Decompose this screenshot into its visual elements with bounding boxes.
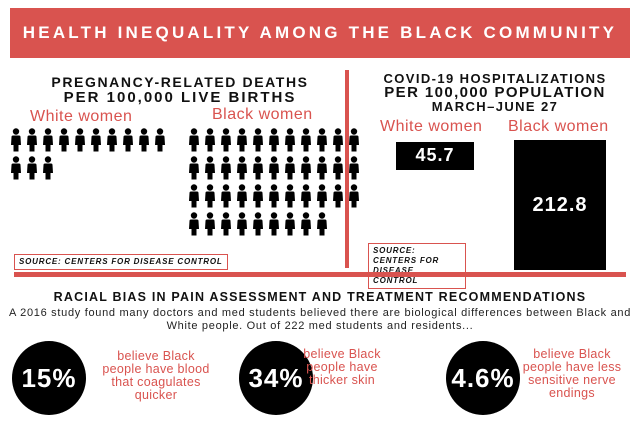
person-icon xyxy=(348,156,360,180)
person-icon xyxy=(58,128,70,152)
person-icon xyxy=(284,184,296,208)
person-icon xyxy=(300,128,312,152)
stat-value: 15% xyxy=(21,362,77,393)
person-icon xyxy=(268,156,280,180)
person-icon xyxy=(252,156,264,180)
person-icon xyxy=(220,128,232,152)
pregnancy-title: PREGNANCY-RELATED DEATHS PER 100,000 LIV… xyxy=(20,74,340,106)
person-icon xyxy=(42,156,54,180)
person-icon xyxy=(284,128,296,152)
person-icon xyxy=(332,128,344,152)
covid-title-line3: MARCH–JUNE 27 xyxy=(431,99,559,114)
person-icon xyxy=(90,128,102,152)
person-icon xyxy=(332,184,344,208)
covid-bar-white: 45.7 xyxy=(396,142,474,170)
person-icon xyxy=(252,212,264,236)
person-icon xyxy=(268,184,280,208)
stat-circle-nerve: 4.6% xyxy=(446,341,520,415)
person-icon xyxy=(74,128,86,152)
person-icon xyxy=(300,184,312,208)
pregnancy-source: SOURCE: CENTERS FOR DISEASE CONTROL xyxy=(14,254,228,270)
stat-value: 4.6% xyxy=(451,362,515,393)
header-banner: HEALTH INEQUALITY AMONG THE BLACK COMMUN… xyxy=(10,8,630,58)
person-icon xyxy=(252,128,264,152)
pregnancy-title-line2: PER 100,000 LIVE BIRTHS xyxy=(63,89,297,106)
person-icon xyxy=(316,128,328,152)
person-icon xyxy=(236,212,248,236)
stat-circle-coagulation: 15% xyxy=(12,341,86,415)
person-icon xyxy=(268,128,280,152)
black-women-icon-grid xyxy=(188,128,360,236)
person-icon xyxy=(188,212,200,236)
person-icon xyxy=(204,128,216,152)
horizontal-divider xyxy=(14,272,626,277)
person-icon xyxy=(284,212,296,236)
person-icon xyxy=(316,184,328,208)
covid-bar-black: 212.8 xyxy=(514,140,606,270)
person-icon xyxy=(106,128,118,152)
person-icon xyxy=(154,128,166,152)
person-icon xyxy=(348,128,360,152)
bias-intro: A 2016 study found many doctors and med … xyxy=(8,307,632,332)
person-icon xyxy=(26,128,38,152)
person-icon xyxy=(204,212,216,236)
covid-value-black: 212.8 xyxy=(532,193,588,216)
person-icon xyxy=(26,156,38,180)
covid-source: SOURCE: CENTERS FOR DISEASE CONTROL xyxy=(368,243,466,289)
white-women-icon-grid xyxy=(10,128,166,180)
person-icon xyxy=(122,128,134,152)
pregnancy-black-label: Black women xyxy=(212,106,313,123)
person-icon xyxy=(138,128,150,152)
person-icon xyxy=(220,184,232,208)
person-icon xyxy=(300,212,312,236)
person-icon xyxy=(268,212,280,236)
person-icon xyxy=(316,212,328,236)
person-icon xyxy=(220,156,232,180)
page-title: HEALTH INEQUALITY AMONG THE BLACK COMMUN… xyxy=(22,23,618,42)
person-icon xyxy=(204,184,216,208)
person-icon xyxy=(188,184,200,208)
person-icon xyxy=(284,156,296,180)
covid-title: COVID-19 HOSPITALIZATIONS PER 100,000 PO… xyxy=(356,72,634,113)
stat-circle-skin: 34% xyxy=(239,341,313,415)
stat-value: 34% xyxy=(248,362,304,393)
bias-title: RACIAL BIAS IN PAIN ASSESSMENT AND TREAT… xyxy=(53,290,587,304)
person-icon xyxy=(252,184,264,208)
pregnancy-white-label: White women xyxy=(30,108,133,125)
stat-text-coagulation: believe Black people have blood that coa… xyxy=(102,349,210,402)
stat-text-nerve: believe Black people have less sensitive… xyxy=(522,347,622,400)
person-icon xyxy=(300,156,312,180)
person-icon xyxy=(316,156,328,180)
person-icon xyxy=(204,156,216,180)
person-icon xyxy=(10,128,22,152)
person-icon xyxy=(188,128,200,152)
covid-title-line1: COVID-19 HOSPITALIZATIONS xyxy=(383,71,607,86)
person-icon xyxy=(220,212,232,236)
person-icon xyxy=(188,156,200,180)
covid-value-white: 45.7 xyxy=(415,145,455,166)
person-icon xyxy=(236,156,248,180)
person-icon xyxy=(236,184,248,208)
pregnancy-title-line1: PREGNANCY-RELATED DEATHS xyxy=(51,74,309,90)
person-icon xyxy=(10,156,22,180)
covid-category-black: Black women xyxy=(508,118,609,135)
person-icon xyxy=(332,156,344,180)
person-icon xyxy=(42,128,54,152)
person-icon xyxy=(348,184,360,208)
person-icon xyxy=(236,128,248,152)
covid-title-line2: PER 100,000 POPULATION xyxy=(384,84,606,101)
stat-text-skin: believe Black people have thicker skin xyxy=(303,347,381,387)
covid-category-white: White women xyxy=(380,118,483,135)
vertical-divider xyxy=(345,70,349,268)
